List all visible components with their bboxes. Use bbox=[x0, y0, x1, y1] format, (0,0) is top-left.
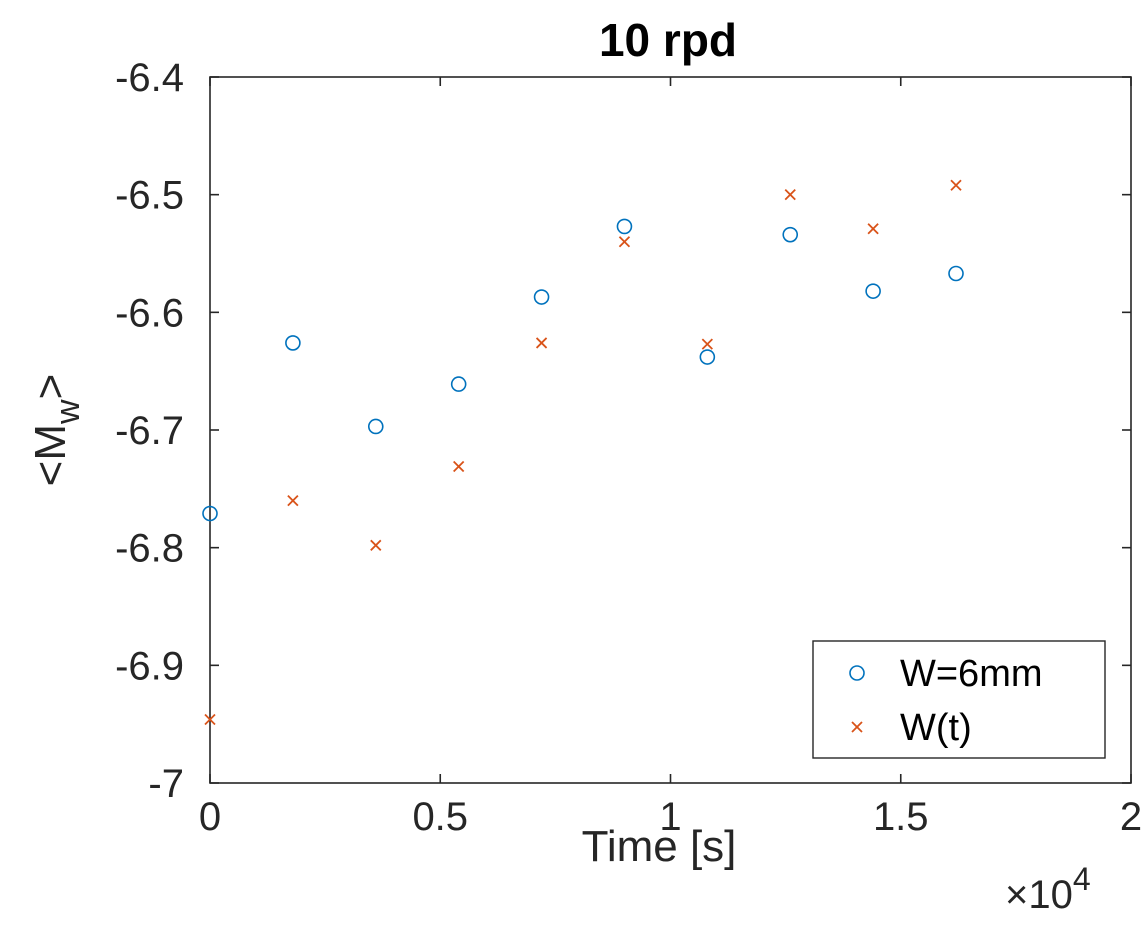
x-tick-label: 2 bbox=[1120, 795, 1142, 839]
data-point-series-2 bbox=[453, 460, 465, 473]
data-point-series-2 bbox=[370, 539, 382, 551]
legend-item: W=6mm bbox=[849, 653, 1043, 695]
data-point-series-2 bbox=[204, 713, 216, 726]
y-tick-label: -7 bbox=[148, 762, 184, 806]
data-point-series-1 bbox=[285, 335, 301, 351]
data-point-series-2 bbox=[784, 189, 796, 201]
data-point-series-2 bbox=[287, 494, 299, 507]
data-point-series-1 bbox=[616, 218, 633, 235]
legend-items: W=6mm W(t) bbox=[849, 653, 1043, 749]
data-point-series-2 bbox=[950, 179, 962, 191]
legend-marker bbox=[851, 721, 863, 733]
data-series-layer bbox=[202, 179, 964, 726]
data-point-series-2 bbox=[701, 338, 713, 350]
chart-title: 10 rpd bbox=[599, 14, 737, 66]
y-tick-label: -6.8 bbox=[115, 527, 184, 571]
x-axis-multiplier-base: ×10 bbox=[1005, 873, 1073, 917]
legend: W=6mm W(t) bbox=[812, 640, 1106, 759]
legend-marker bbox=[849, 665, 865, 681]
y-axis-label-subscript: w bbox=[49, 399, 87, 425]
x-tick-label: 1 bbox=[659, 795, 681, 839]
y-tick-label: -6.7 bbox=[115, 409, 184, 453]
data-point-series-2-stroke-b bbox=[701, 338, 713, 350]
data-point-series-2-stroke-b bbox=[287, 494, 299, 507]
y-axis-ticks: -7 -6.9 -6.8 -6.7 -6.6 -6.5 -6.4 bbox=[115, 56, 1131, 806]
data-point-series-1 bbox=[450, 376, 467, 392]
y-axis-label: <Mw> bbox=[26, 374, 87, 487]
legend-item: W(t) bbox=[851, 707, 972, 749]
data-point-series-1 bbox=[699, 349, 716, 365]
data-point-series-2 bbox=[535, 337, 548, 349]
data-point-series-2-stroke-b bbox=[867, 223, 879, 235]
data-point-series-1 bbox=[202, 505, 218, 522]
data-point-series-2-stroke-b bbox=[950, 179, 962, 191]
x-axis-multiplier: ×104 bbox=[1005, 861, 1091, 917]
legend-box bbox=[812, 640, 1106, 759]
data-point-series-2-stroke-b bbox=[370, 539, 382, 551]
legend-label: W(t) bbox=[900, 707, 972, 749]
y-axis-label-group: <Mw> bbox=[26, 374, 87, 487]
y-tick-label: -6.6 bbox=[115, 291, 184, 335]
data-point-series-2 bbox=[618, 236, 631, 248]
x-tick-label: 0 bbox=[199, 795, 221, 839]
y-axis-label-main: <M bbox=[26, 424, 75, 486]
data-point-series-1 bbox=[367, 418, 384, 435]
legend-marker-stroke-b bbox=[851, 721, 863, 733]
legend-label: W=6mm bbox=[900, 653, 1043, 695]
y-tick-label: -6.4 bbox=[115, 56, 184, 100]
data-point-series-1 bbox=[865, 283, 881, 299]
x-axis-multiplier-exponent: 4 bbox=[1073, 861, 1091, 897]
data-point-series-1 bbox=[782, 226, 799, 243]
y-axis-label-end: > bbox=[26, 374, 75, 400]
x-axis-label: Time [s] bbox=[582, 822, 737, 871]
data-point-series-2-stroke-b bbox=[204, 713, 216, 726]
data-point-series-2-stroke-b bbox=[535, 337, 548, 349]
series-2 bbox=[204, 179, 962, 726]
data-point-series-1 bbox=[948, 265, 964, 282]
data-point-series-1 bbox=[533, 289, 550, 305]
data-point-series-2-stroke-b bbox=[618, 236, 631, 248]
y-tick-label: -6.5 bbox=[115, 174, 184, 218]
data-point-series-2-stroke-b bbox=[453, 460, 465, 473]
data-point-series-2-stroke-b bbox=[784, 189, 796, 201]
x-tick-label: 0.5 bbox=[412, 795, 468, 839]
x-axis-ticks: 0 0.5 1 1.5 2 bbox=[199, 77, 1142, 839]
y-tick-label: -6.9 bbox=[115, 644, 184, 688]
data-point-series-2 bbox=[867, 223, 879, 235]
x-tick-label: 1.5 bbox=[873, 795, 929, 839]
series-1 bbox=[202, 218, 964, 522]
